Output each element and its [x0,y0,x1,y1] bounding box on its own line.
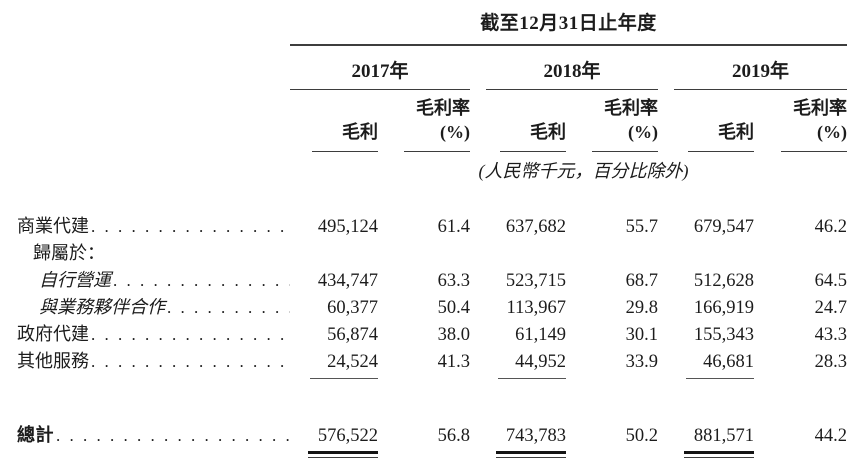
row-label: 歸屬於： [33,243,105,263]
table-row: 與業務夥伴合作. . . . . . . . . . . . . . . . .… [12,293,848,320]
cell-gross-margin: 68.7 [625,271,658,291]
row-label: 政府代建. . . . . . . . . . . . . . . . . . … [12,320,290,346]
table-row: 商業代建. . . . . . . . . . . . . . . . . . … [12,212,848,239]
unit-note: (人民幣千元，百分比除外) [478,161,689,181]
cell-gross-margin: 29.8 [625,298,658,318]
cell-gross-margin: 44.2 [814,426,847,446]
dot-leader: . . . . . . . . . . . . . . . . . . . . … [91,217,290,236]
cell-gross-profit: 743,783 [470,426,566,458]
header-rule [312,151,378,152]
gross-profit-table: 截至12月31日止年度 2017年 2018年 2019年 毛利 毛利率 (%) 毛利… [12,8,848,458]
cell-gross-profit [658,258,754,259]
dot-leader: . . . . . . . . . . . . . . . . . . . . … [91,352,290,371]
cell-gross-margin: 50.2 [625,426,658,446]
cell-gross-margin: 61.4 [437,217,470,237]
dot-leader: . . . . . . . . . . . . . . . . . . . . … [113,271,290,290]
header-rule [500,151,566,152]
col-header-gross-margin: 毛利率 (%) [754,96,847,152]
cell-gross-profit: 24,524 [290,352,378,379]
table-row: 總計. . . . . . . . . . . . . . . . . . . … [12,421,848,458]
col-header-gross-margin: 毛利率 (%) [566,96,658,152]
cell-gross-profit: 576,522 [290,426,378,458]
header-rule [404,151,470,152]
row-label: 商業代建. . . . . . . . . . . . . . . . . . … [12,212,290,238]
cell-gross-profit: 44,952 [470,352,566,379]
row-label: 總計. . . . . . . . . . . . . . . . . . . … [12,421,290,447]
label-column-spacer [12,89,290,90]
table-title: 截至12月31日止年度 [290,8,847,46]
cell-gross-profit: 523,715 [505,271,566,291]
table-header-years: 2017年 2018年 2019年 [12,50,848,90]
year-header-2018: 2018年 [486,50,658,90]
table-header-subcolumns: 毛利 毛利率 (%) 毛利 毛利率 (%) 毛利 毛利率 (%) [12,96,848,152]
table-row: 其他服務. . . . . . . . . . . . . . . . . . … [12,347,848,379]
cell-gross-margin: 33.9 [625,352,658,372]
cell-gross-margin [566,258,658,259]
label-column-spacer [12,182,290,183]
cell-gross-profit: 637,682 [505,217,566,237]
cell-gross-profit: 679,547 [693,217,754,237]
table-header-period: 截至12月31日止年度 [12,8,848,46]
label-column-spacer [12,151,290,152]
cell-gross-profit: 46,681 [658,352,754,379]
cell-gross-margin: 24.7 [814,298,847,318]
cell-gross-profit: 495,124 [317,217,378,237]
cell-gross-profit: 512,628 [693,271,754,291]
row-label: 自行營運. . . . . . . . . . . . . . . . . . … [12,266,290,292]
cell-gross-profit: 166,919 [693,298,754,318]
cell-gross-profit: 113,967 [506,298,566,318]
cell-gross-profit: 61,149 [515,325,566,345]
table-row: 自行營運. . . . . . . . . . . . . . . . . . … [12,266,848,293]
cell-gross-margin: 64.5 [814,271,847,291]
cell-gross-profit: 60,377 [327,298,378,318]
col-header-gross-profit: 毛利 [470,120,566,152]
cell-gross-margin [754,258,847,259]
cell-gross-profit: 155,343 [693,325,754,345]
header-rule [592,151,658,152]
label-column-spacer [12,45,290,46]
dot-leader: . . . . . . . . . . . . . . . . . . . . … [167,298,290,317]
dot-leader: . . . . . . . . . . . . . . . . . . . . … [91,325,290,344]
row-label: 其他服務. . . . . . . . . . . . . . . . . . … [12,347,290,373]
col-header-gross-profit: 毛利 [658,120,754,152]
cell-gross-margin: 46.2 [814,217,847,237]
cell-gross-margin: 63.3 [437,271,470,291]
col-header-gross-margin: 毛利率 (%) [378,96,470,152]
table-row: 政府代建. . . . . . . . . . . . . . . . . . … [12,320,848,347]
year-header-2017: 2017年 [290,50,470,90]
table-unit-note-row: (人民幣千元，百分比除外) [12,157,848,183]
cell-gross-margin: 56.8 [437,426,470,446]
cell-gross-margin [378,258,470,259]
cell-gross-margin: 30.1 [625,325,658,345]
cell-gross-profit: 434,747 [317,271,378,291]
year-header-2019: 2019年 [674,50,847,90]
cell-gross-profit: 56,874 [327,325,378,345]
cell-gross-margin: 50.4 [437,298,470,318]
cell-gross-margin: 55.7 [625,217,658,237]
cell-gross-margin: 28.3 [814,352,847,372]
cell-gross-margin: 41.3 [437,352,470,372]
header-rule [781,151,847,152]
dot-leader: . . . . . . . . . . . . . . . . . . . . … [56,426,290,445]
cell-gross-profit [290,258,378,259]
cell-gross-margin: 38.0 [437,325,470,345]
table-body: 商業代建. . . . . . . . . . . . . . . . . . … [12,212,848,458]
table-row: 歸屬於： [12,239,848,266]
row-label: 與業務夥伴合作. . . . . . . . . . . . . . . . .… [12,293,290,319]
cell-gross-profit: 881,571 [658,426,754,458]
cell-gross-profit [470,258,566,259]
cell-gross-margin: 43.3 [814,325,847,345]
header-rule [688,151,754,152]
col-header-gross-profit: 毛利 [290,120,378,152]
